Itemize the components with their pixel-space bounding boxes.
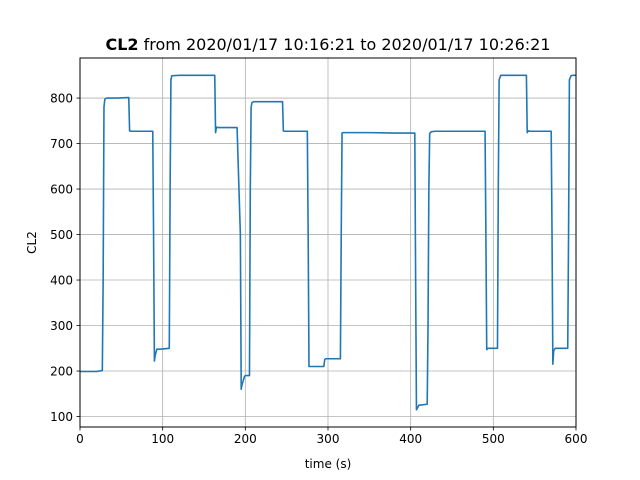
x-axis-label: time (s) — [305, 457, 352, 471]
x-tick-label: 400 — [399, 432, 422, 446]
y-tick-label: 700 — [50, 137, 73, 151]
y-axis-label: CL2 — [25, 231, 39, 254]
x-axis-ticks: 0 100 200 300 400 500 600 — [76, 427, 587, 446]
x-tick-label: 100 — [151, 432, 174, 446]
chart-title-bold: CL2 — [105, 35, 138, 54]
series-layer — [80, 74, 576, 411]
y-tick-label: 500 — [50, 228, 73, 242]
y-tick-label: 100 — [50, 410, 73, 424]
y-axis-ticks: 100 200 300 400 500 600 700 800 — [50, 91, 80, 424]
y-tick-label: 800 — [50, 91, 73, 105]
y-tick-label: 200 — [50, 364, 73, 378]
x-tick-label: 0 — [76, 432, 84, 446]
y-tick-label: 400 — [50, 273, 73, 287]
x-tick-label: 600 — [565, 432, 588, 446]
series-line — [80, 74, 576, 411]
y-tick-label: 600 — [50, 182, 73, 196]
x-tick-label: 200 — [234, 432, 257, 446]
x-tick-label: 500 — [482, 432, 505, 446]
chart-title-rest: from 2020/01/17 10:16:21 to 2020/01/17 1… — [139, 35, 551, 54]
y-tick-label: 300 — [50, 319, 73, 333]
x-tick-label: 300 — [317, 432, 340, 446]
grid-lines — [79, 58, 577, 427]
chart-title: CL2 from 2020/01/17 10:16:21 to 2020/01/… — [105, 35, 550, 54]
